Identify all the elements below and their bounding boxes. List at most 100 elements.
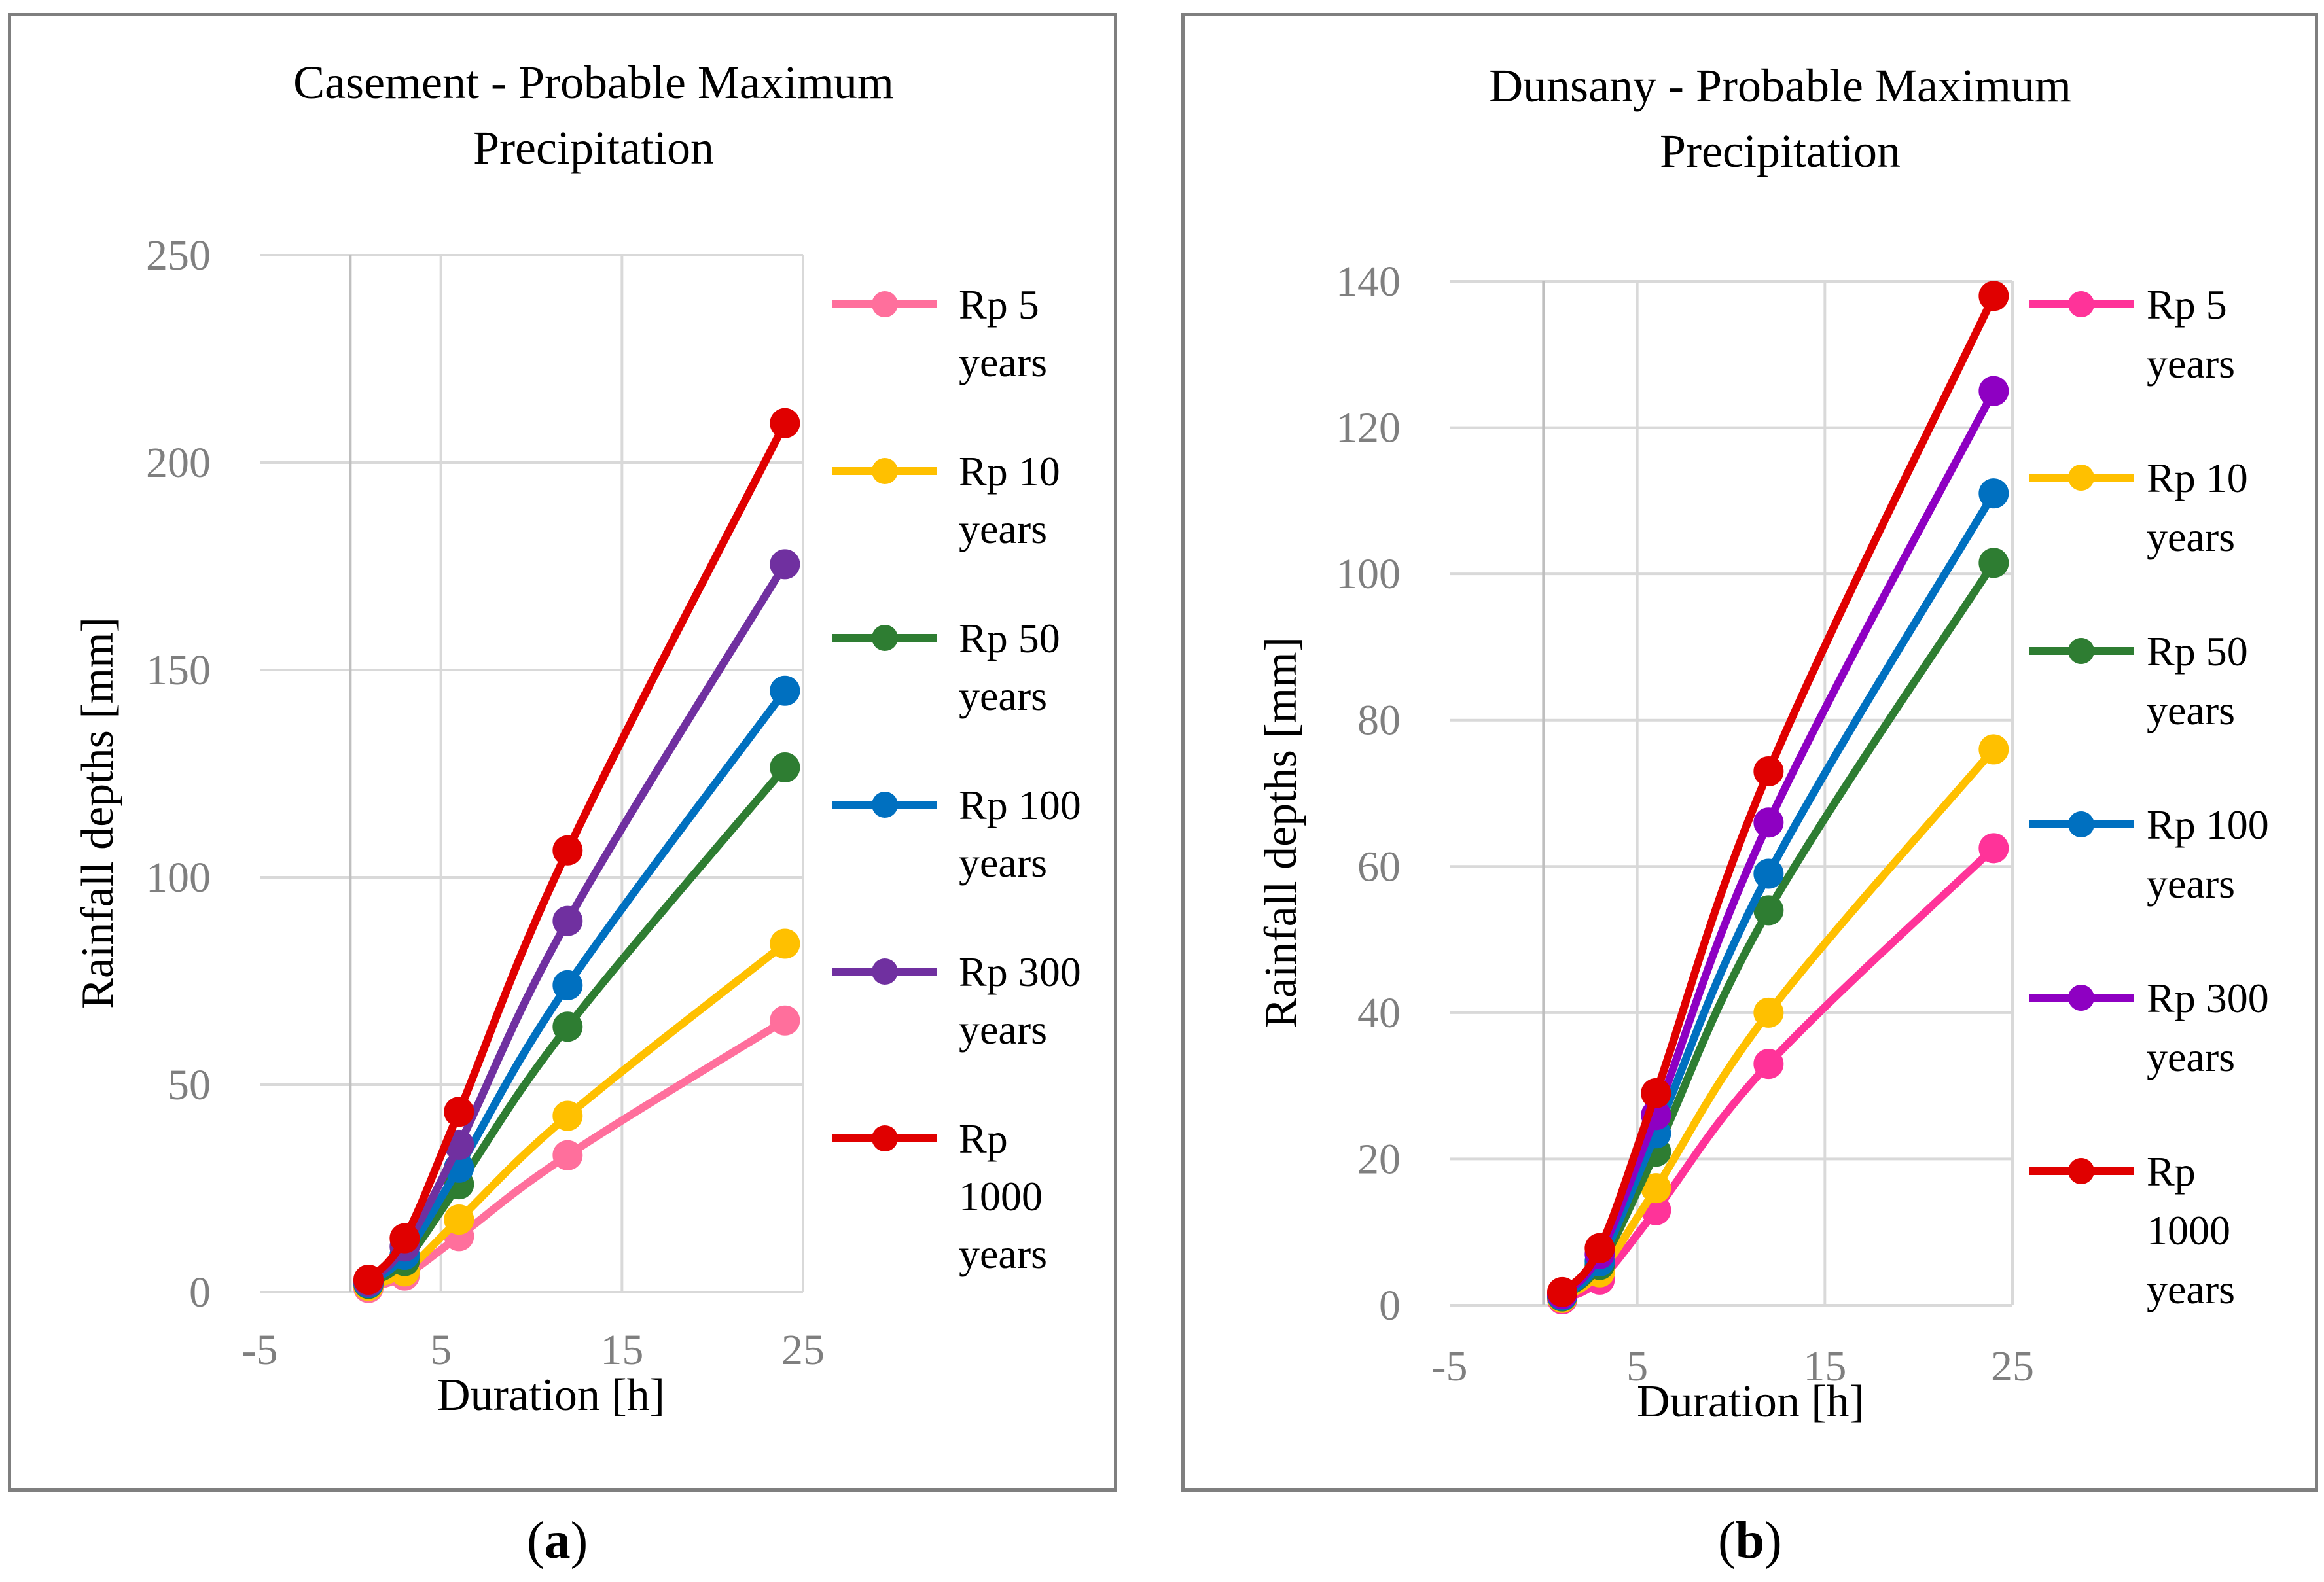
x-tick-label: -5 [242,1326,278,1374]
legend-label: 1000 [959,1173,1043,1220]
y-tick-label: 0 [189,1269,211,1316]
data-point [552,905,583,936]
data-point [552,835,583,866]
legend-label: years [2147,687,2235,733]
y-tick-label: 100 [146,854,211,902]
legend-label: Rp 5 [959,281,1039,328]
caption-b: (b) [1718,1512,1782,1570]
data-point [1753,756,1784,786]
data-point [770,928,800,959]
legend-label: Rp 50 [959,615,1060,661]
data-point [770,675,800,706]
data-point [770,752,800,782]
data-point [1584,1233,1615,1263]
data-point [1978,478,2009,509]
legend-label: Rp 300 [959,949,1081,995]
y-tick-label: 120 [1336,404,1401,452]
legend-label: Rp 300 [2147,975,2269,1021]
x-tick-label: 15 [1803,1343,1846,1390]
y-tick-label: 100 [1336,550,1401,598]
legend-swatch-marker [872,291,898,317]
data-point [1547,1276,1577,1307]
data-point [1978,281,2009,311]
data-point [389,1223,420,1254]
data-point [552,970,583,1000]
legend-label: Rp 10 [959,448,1060,495]
legend-swatch-marker [2068,985,2094,1011]
y-tick-label: 140 [1336,258,1401,306]
x-tick-label: 5 [430,1326,452,1374]
legend-label: years [959,1231,1047,1277]
data-point [1753,858,1784,889]
x-tick-label: 15 [600,1326,643,1374]
legend-label: years [2147,1034,2235,1080]
legend-swatch-marker [2068,1158,2094,1184]
legend-label: Rp 5 [2147,281,2227,328]
y-axis-label: Rainfall depths [mm] [73,617,123,1009]
data-point [1978,734,2009,765]
caption-a: (a) [527,1512,588,1570]
legend-label: Rp 100 [2147,801,2269,848]
legend-label: years [2147,860,2235,907]
legend-swatch-marker [2068,811,2094,837]
x-tick-label: 25 [1991,1343,2034,1390]
data-point [770,549,800,580]
y-tick-label: 60 [1357,843,1401,890]
y-tick-label: 0 [1379,1282,1401,1329]
y-tick-label: 50 [168,1061,211,1109]
legend-swatch-marker [872,1125,898,1151]
legend-swatch-marker [2068,465,2094,491]
chart-title: Casement - Probable Maximum [293,56,894,109]
data-point [1978,376,2009,406]
x-tick-label: -5 [1432,1343,1468,1390]
legend-label: years [959,506,1047,552]
x-tick-label: 5 [1626,1343,1648,1390]
data-point [444,1097,474,1127]
data-point [444,1204,474,1235]
legend-label: 1000 [2147,1207,2230,1254]
legend-label: Rp 50 [2147,628,2248,675]
legend-swatch-marker [872,625,898,651]
legend-label: years [2147,340,2235,387]
legend-label: years [2147,514,2235,560]
data-point [770,408,800,438]
data-point [1753,997,1784,1028]
legend-swatch-marker [2068,291,2094,317]
chart-panel-casement: 0 50 100 150 200 250 -5 5 15 25 Casement - Probabl… [8,13,1117,1492]
y-tick-label: 250 [146,232,211,279]
legend-swatch-marker [872,792,898,818]
x-tick-label: 25 [781,1326,825,1374]
legend-label: years [2147,1266,2235,1312]
data-point [552,1011,583,1042]
chart-title: Precipitation [1660,125,1901,177]
chart-dunsany: 0 20 40 60 80 100 120 140 -5 5 15 25 Dunsany - Proba… [1256,60,2269,1427]
data-point [1978,548,2009,578]
chart-casement: 0 50 100 150 200 250 -5 5 15 25 Casement - Probabl… [73,56,1081,1420]
y-tick-label: 40 [1357,989,1401,1037]
legend-swatch-marker [872,458,898,484]
data-point [1978,833,2009,864]
legend-label: Rp 10 [2147,455,2248,501]
legend-label: years [959,673,1047,719]
legend-label: Rp [2147,1148,2196,1195]
legend-label: Rp 100 [959,782,1081,828]
data-point [552,1100,583,1131]
data-point [1753,1049,1784,1080]
legend-label: years [959,339,1047,385]
chart-title: Dunsany - Probable Maximum [1489,60,2071,112]
chart-panel-dunsany: 0 20 40 60 80 100 120 140 -5 5 15 25 Dunsany - Proba… [1181,13,2318,1492]
y-tick-label: 200 [146,439,211,487]
legend-label: Rp [959,1116,1008,1162]
data-point [1753,807,1784,838]
y-tick-label: 20 [1357,1135,1401,1183]
y-tick-label: 150 [146,646,211,694]
legend-swatch-marker [2068,638,2094,664]
data-point [1641,1078,1671,1108]
legend-label: years [959,839,1047,886]
data-point [552,1140,583,1170]
legend-swatch-marker [872,958,898,985]
data-point [353,1264,384,1295]
chart-title: Precipitation [473,122,714,174]
legend-label: years [959,1006,1047,1053]
y-axis-label: Rainfall depths [mm] [1256,637,1306,1028]
